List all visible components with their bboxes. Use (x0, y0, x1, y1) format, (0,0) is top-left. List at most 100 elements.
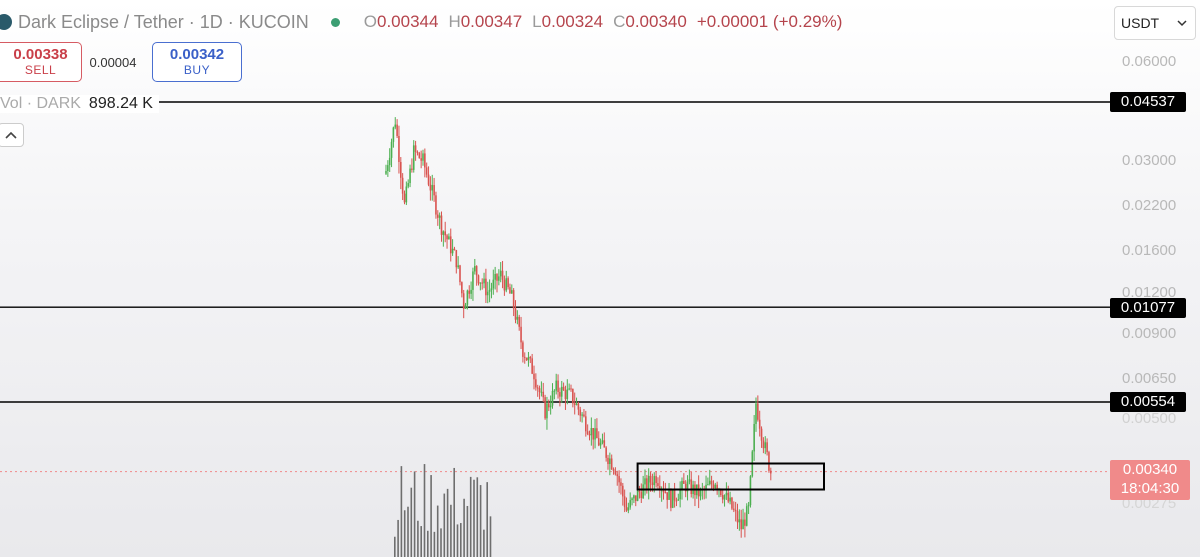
candle-body (586, 431, 589, 435)
candle-body (535, 379, 537, 388)
candle-body (684, 483, 687, 492)
ohlc-readout: O0.00344 H0.00347 L0.00324 C0.00340 +0.0… (363, 12, 843, 31)
candle-body (472, 271, 474, 290)
currency-select[interactable]: USDT (1114, 6, 1196, 40)
candle-body (671, 489, 674, 508)
buy-button[interactable]: 0.00342 BUY (152, 42, 242, 82)
candle-body (655, 476, 657, 484)
candle-body (448, 236, 450, 240)
candle-body (597, 438, 600, 446)
level-label[interactable]: 0.04537 (1110, 92, 1186, 112)
candle-body (618, 476, 620, 483)
volume-bar (453, 467, 455, 557)
candle-body (536, 387, 539, 389)
candle-body (420, 158, 422, 161)
volume-bar (476, 477, 479, 557)
candle-body (727, 492, 730, 502)
candle-body (712, 484, 715, 489)
candle-body (721, 495, 724, 500)
candle-body (505, 278, 508, 291)
candle-body (581, 414, 583, 416)
candle-body (770, 470, 772, 474)
chevron-down-icon (1177, 20, 1187, 27)
candle-body (438, 215, 441, 218)
current-price-tag: 0.00340 18:04:30 (1110, 460, 1190, 500)
candle-body (509, 287, 511, 294)
candle-body (588, 434, 591, 436)
y-tick: 0.01200 (1122, 284, 1177, 301)
candle-body (659, 486, 661, 491)
candle-body (625, 507, 628, 511)
volume-bar (483, 529, 485, 557)
candle-body (614, 470, 617, 475)
candle-body (551, 390, 554, 406)
candle-body (412, 145, 415, 170)
volume-bar (407, 506, 409, 557)
collapse-legend-button[interactable] (0, 123, 24, 147)
level-label[interactable]: 0.01077 (1110, 298, 1186, 318)
volume-bar (463, 498, 465, 557)
volume-bar (397, 519, 399, 557)
candle-body (749, 476, 752, 506)
level-label[interactable]: 0.00554 (1110, 392, 1186, 412)
zone-rectangle[interactable] (636, 462, 825, 491)
candle-body (425, 167, 428, 175)
candle-body (459, 265, 461, 283)
candle-body (455, 250, 458, 268)
candle-body (468, 290, 471, 294)
candle-body (747, 505, 750, 507)
candle-body (649, 475, 652, 483)
candle-body (764, 442, 767, 449)
candle-body (766, 442, 768, 453)
volume-bar (446, 488, 449, 557)
volume-bar (460, 523, 462, 557)
candle-body (427, 174, 430, 185)
candle-body (731, 497, 733, 509)
candle-body (651, 482, 654, 486)
candle-body (442, 231, 445, 235)
volume-bar (466, 505, 469, 557)
candle-body (673, 489, 676, 501)
candle-body (540, 391, 543, 393)
candle-body (435, 195, 437, 215)
candle-body (596, 428, 598, 439)
candle-body (444, 231, 446, 236)
symbol-title[interactable]: Dark Eclipse / Tether · 1D · KUCOIN (18, 11, 309, 32)
candle-body (507, 278, 509, 288)
volume-bar (433, 531, 436, 557)
candle-body (690, 479, 693, 495)
candle-body (548, 403, 550, 408)
candle-body (499, 270, 502, 277)
candle-body (433, 185, 435, 196)
candle-body (490, 288, 493, 291)
candle-body (716, 484, 718, 490)
candle-body (461, 282, 463, 294)
candle-body (498, 276, 500, 281)
volume-bar (394, 536, 396, 557)
candle-body (453, 248, 456, 251)
sell-button[interactable]: 0.00338 SELL (0, 42, 82, 82)
y-tick: 0.00650 (1122, 370, 1177, 387)
chevron-up-icon (5, 131, 17, 139)
y-tick: 0.02200 (1122, 197, 1177, 214)
candle-body (760, 428, 763, 441)
candle-body (575, 403, 578, 405)
candle-body (738, 519, 741, 523)
candle-body (592, 427, 594, 440)
y-tick: 0.00900 (1122, 325, 1177, 342)
candle-body (531, 358, 533, 374)
candle-body (745, 506, 748, 526)
candle-body (579, 409, 582, 416)
candle-body (457, 265, 459, 268)
candle-body (601, 440, 604, 443)
candle-body (546, 403, 548, 419)
spread-value: 0.00004 (89, 54, 137, 70)
candle-body (707, 484, 709, 486)
candle-body (422, 153, 424, 161)
volume-bar (427, 530, 429, 557)
candle-body (392, 127, 395, 142)
candle-body (479, 282, 482, 284)
candle-body (466, 290, 469, 305)
y-tick: 0.01600 (1122, 242, 1177, 259)
